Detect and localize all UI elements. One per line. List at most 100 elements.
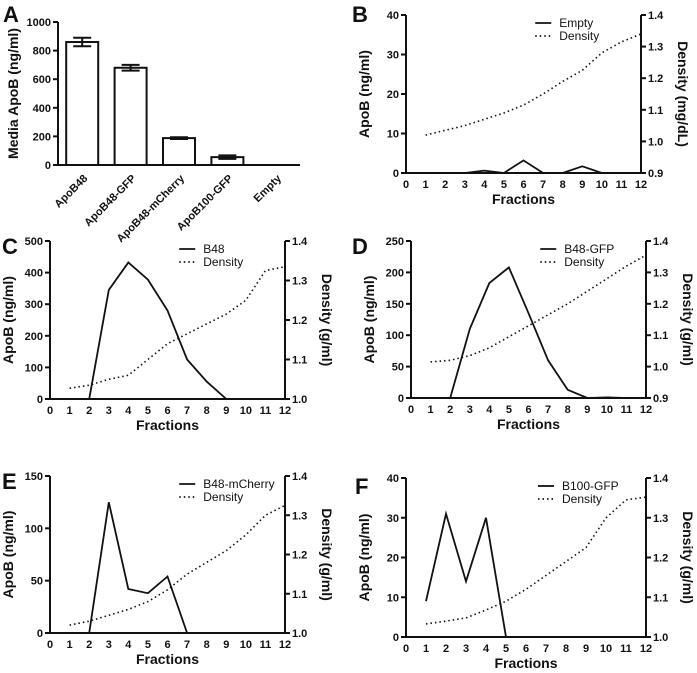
- y-axis-title: ApoB (ng/ml): [361, 276, 377, 364]
- x-tick-label: 6: [520, 179, 526, 191]
- y-tick-label: 20: [387, 553, 399, 565]
- x-tick-label: 3: [463, 643, 469, 655]
- x-tick-label: 9: [584, 404, 590, 416]
- x-tick-label: 10: [601, 404, 613, 416]
- bar: [65, 41, 100, 167]
- x-tick-label: 3: [106, 639, 112, 651]
- x-tick-label: 2: [447, 404, 453, 416]
- series-line-empty: [425, 159, 641, 174]
- y2-tick-label: 0.9: [648, 168, 663, 180]
- y-tick-label: 40: [387, 10, 399, 22]
- x-tick-label: 2: [442, 179, 448, 191]
- y-tick-label: 100: [25, 523, 43, 535]
- x-tick-label: 3: [467, 404, 473, 416]
- panel-letter: A: [3, 2, 19, 27]
- legend-label: Empty: [559, 16, 593, 30]
- panel-a: A 0 200 400 600 800 1000 Media ApoB (ng/ml) ApoB…: [3, 2, 300, 245]
- x-tick-label: 1: [67, 639, 73, 651]
- x-tick-label: 9: [583, 643, 589, 655]
- series-line-density: [425, 496, 647, 625]
- y2-tick-label: 0.9: [653, 393, 668, 405]
- y-axis-title: ApoB (ng/ml): [356, 50, 372, 138]
- y2-axis-title: Density (g/ml): [319, 274, 335, 367]
- series-line-b48-gfp: [449, 265, 627, 399]
- series-line-density: [69, 504, 286, 626]
- y-tick-label: 200: [25, 331, 43, 343]
- y2-tick-label: 1.1: [653, 330, 668, 342]
- y-tick-label: 30: [387, 513, 399, 525]
- y-tick-label: 600: [33, 74, 51, 86]
- category-label: ApoB48: [52, 173, 90, 211]
- x-tick-label: 7: [543, 643, 549, 655]
- y2-tick-label: 1.0: [292, 394, 307, 406]
- y2-axis-title: Density (g/ml): [680, 511, 696, 604]
- y-tick-label: 100: [386, 330, 404, 342]
- x-tick-label: 10: [240, 639, 252, 651]
- y2-tick-label: 1.3: [292, 510, 307, 522]
- x-tick-label: 10: [596, 179, 608, 191]
- y-tick-label: 500: [25, 236, 43, 248]
- x-tick-label: 1: [423, 179, 429, 191]
- y-tick-label: 10: [387, 129, 399, 141]
- x-tick-label: 7: [184, 405, 190, 417]
- legend-label: B100-GFP: [562, 479, 619, 493]
- x-tick-label: 6: [525, 404, 531, 416]
- y2-tick-label: 1.4: [653, 236, 669, 248]
- x-tick-label: 0: [47, 405, 53, 417]
- y2-tick-label: 1.4: [653, 473, 669, 485]
- x-tick-label: 6: [164, 405, 170, 417]
- y-tick-label: 200: [386, 267, 404, 279]
- y2-tick-label: 1.3: [648, 42, 663, 54]
- x-tick-label: 4: [125, 405, 132, 417]
- x-tick-label: 11: [260, 405, 272, 417]
- x-tick-label: 5: [503, 643, 509, 655]
- x-tick-label: 9: [223, 405, 229, 417]
- y2-tick-label: 1.1: [292, 355, 307, 367]
- legend-label: B48: [203, 242, 225, 256]
- x-tick-label: 8: [204, 639, 210, 651]
- y2-tick-label: 1.0: [653, 362, 668, 374]
- y2-tick-label: 1.2: [653, 299, 668, 311]
- x-axis-title: Fractions: [494, 655, 557, 671]
- y2-tick-label: 1.3: [653, 513, 668, 525]
- y-axis-title: Media ApoB (ng/ml): [5, 28, 21, 159]
- y2-tick-label: 1.2: [292, 315, 307, 327]
- x-tick-label: 11: [621, 404, 633, 416]
- x-tick-label: 2: [86, 639, 92, 651]
- y-axis-title: ApoB (ng/ml): [356, 514, 372, 602]
- x-tick-label: 4: [486, 404, 493, 416]
- y-tick-label: 0: [393, 168, 399, 180]
- y2-tick-label: 1.4: [648, 10, 664, 22]
- panel-letter: D: [352, 234, 368, 259]
- x-tick-label: 12: [279, 639, 291, 651]
- y2-tick-label: 1.4: [292, 471, 308, 483]
- y2-tick-label: 1.0: [648, 136, 663, 148]
- x-tick-label: 12: [640, 643, 652, 655]
- x-tick-label: 5: [145, 639, 151, 651]
- x-tick-label: 7: [545, 404, 551, 416]
- legend-label: Density: [559, 29, 599, 43]
- y2-tick-label: 1.1: [292, 589, 307, 601]
- y2-axis-title: Density (mg/dL): [675, 41, 691, 147]
- x-tick-label: 9: [223, 639, 229, 651]
- y-tick-label: 0: [398, 393, 404, 405]
- x-tick-label: 12: [279, 405, 291, 417]
- x-tick-label: 11: [260, 639, 272, 651]
- y-tick-label: 20: [387, 89, 399, 101]
- x-tick-label: 0: [47, 639, 53, 651]
- y-tick-label: 50: [31, 576, 43, 588]
- x-tick-label: 4: [481, 179, 488, 191]
- x-tick-label: 4: [125, 639, 132, 651]
- y2-tick-label: 1.0: [653, 632, 668, 644]
- x-tick-label: 8: [560, 179, 566, 191]
- y-tick-label: 150: [25, 471, 43, 483]
- x-tick-label: 4: [483, 643, 490, 655]
- panel-letter: B: [352, 2, 368, 27]
- y-tick-label: 0: [393, 632, 399, 644]
- y2-tick-label: 1.2: [648, 73, 663, 85]
- legend-label: B48-mCherry: [203, 477, 274, 491]
- legend-label: Density: [564, 255, 604, 269]
